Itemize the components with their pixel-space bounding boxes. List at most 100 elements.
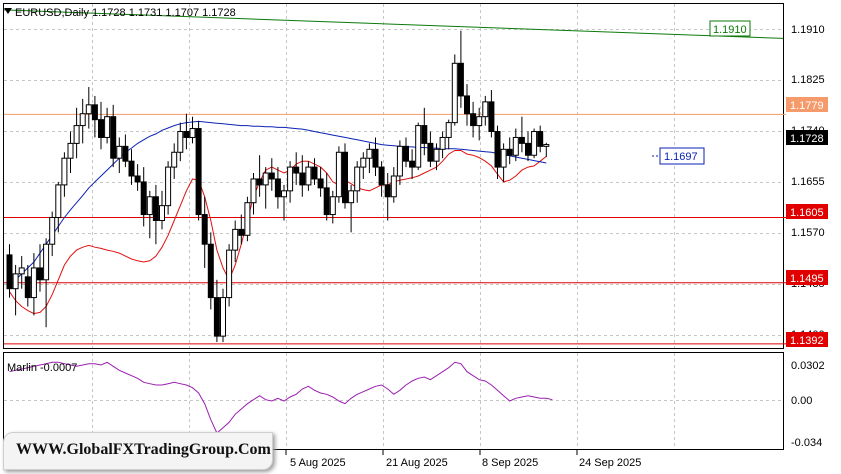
price-tag-green[interactable]: 1.1910 [709, 20, 751, 37]
trendline [3, 9, 784, 39]
candle-body [470, 113, 477, 127]
indicator-tick: -0.034 [791, 437, 822, 449]
candle-body [335, 151, 342, 198]
indicator-label: Marlin -0.0007 [7, 362, 77, 374]
candle-body [403, 145, 409, 162]
candle-body [201, 214, 208, 245]
price-tick: 1.1910 [791, 24, 825, 36]
candle-body [98, 119, 104, 138]
candle-body [439, 136, 446, 150]
candle-body [116, 145, 123, 159]
candle-body [146, 196, 153, 216]
price-tag-red-1-text: 1.1605 [790, 207, 824, 219]
candle-body [451, 62, 458, 124]
price-tag-red-3-text: 1.1392 [790, 335, 824, 347]
oscillator [9, 361, 553, 434]
candle-body [421, 125, 428, 144]
candle-body [348, 190, 355, 204]
watermark: WWW.GlobalFXTradingGroup.Com [3, 432, 273, 470]
main-pane-frame [3, 3, 784, 349]
time-label: 5 Aug 2025 [290, 457, 346, 469]
candle-body [67, 142, 74, 159]
candle-body [323, 187, 330, 216]
candle-body [415, 125, 422, 168]
indicator-tick: 0.00 [791, 395, 812, 407]
candle-body [73, 125, 80, 144]
candle-body [329, 196, 336, 216]
candle-body [360, 157, 367, 168]
candle-body [256, 178, 263, 186]
candle-body [525, 142, 531, 156]
candle-body [183, 131, 190, 138]
candle-body [354, 166, 361, 192]
candle-body [165, 166, 172, 207]
candle-body [37, 267, 43, 281]
triangle-down-icon[interactable] [4, 8, 12, 14]
candle-body [317, 178, 324, 189]
price-axis: 1.1910 1.1825 1.1740 1.1655 1.1570 1.148… [791, 24, 825, 341]
candle-body [213, 297, 220, 337]
price-tick: 1.1655 [791, 176, 825, 188]
candle-body [299, 172, 306, 186]
candle-body [384, 184, 391, 198]
candle-body [238, 228, 245, 236]
time-axis: 5 Aug 2025 21 Aug 2025 8 Sep 2025 24 Sep… [285, 450, 641, 469]
candle-body [476, 116, 483, 127]
price-tick: 1.1825 [791, 74, 825, 86]
indicator-tick: 0.0302 [791, 360, 825, 372]
candle-body [518, 136, 525, 144]
candle-body [372, 148, 379, 168]
price-tag-red-3: 1.1392 [786, 332, 828, 347]
time-label: 8 Sep 2025 [482, 457, 538, 469]
candle-body [226, 249, 233, 299]
candle-body [49, 217, 56, 245]
candle-body [427, 142, 434, 162]
price-tag-blue-text: 1.1697 [664, 151, 698, 163]
candle-body [152, 196, 159, 221]
candle-body [378, 166, 385, 186]
candle-body [43, 243, 50, 281]
candle-body [61, 157, 68, 186]
price-tag-orange-text: 1.1779 [790, 100, 824, 112]
price-tag-green-text: 1.1910 [713, 24, 747, 36]
candle-body [140, 181, 147, 216]
candle-body [262, 172, 269, 186]
price-tag-red-2: 1.1495 [786, 270, 828, 285]
candle-body [287, 166, 294, 192]
candle-body [91, 104, 98, 121]
candle-body [464, 95, 470, 115]
price-tag-current-text: 1.1728 [790, 133, 824, 145]
candle-body [159, 205, 165, 221]
price-tag-current: 1.1728 [786, 130, 828, 145]
candle-body [305, 166, 312, 186]
candle-body [189, 128, 196, 138]
candle-body [220, 297, 226, 337]
candle-body [85, 104, 92, 115]
candle-body [171, 151, 178, 168]
time-label: 24 Sep 2025 [579, 457, 641, 469]
indicator-pane-frame [3, 352, 784, 450]
green-trendline[interactable] [3, 9, 784, 39]
candle-body [6, 254, 13, 290]
candle-body [543, 144, 550, 147]
candle-body [494, 131, 501, 168]
candle-body [342, 151, 348, 204]
horizontal-levels[interactable] [4, 113, 786, 345]
candle-body [232, 228, 239, 251]
candle-body [122, 145, 129, 162]
candle-body [274, 178, 281, 198]
price-tag-blue[interactable]: 1.1697 [652, 147, 705, 165]
candle-body [30, 267, 37, 299]
blue-moving-average [9, 120, 547, 287]
price-tick: 1.1570 [791, 227, 825, 239]
candle-body [195, 128, 202, 216]
candle-body [79, 113, 86, 127]
watermark-text: WWW.GlobalFXTradingGroup.Com [16, 441, 271, 458]
candle-body [18, 267, 25, 275]
candle-body [128, 160, 135, 177]
symbol-info: EURUSD,Daily 1.1728 1.1731 1.1707 1.1728 [15, 7, 236, 19]
candle-body [445, 122, 452, 138]
candle-body [281, 190, 287, 198]
candle-body [293, 166, 300, 174]
